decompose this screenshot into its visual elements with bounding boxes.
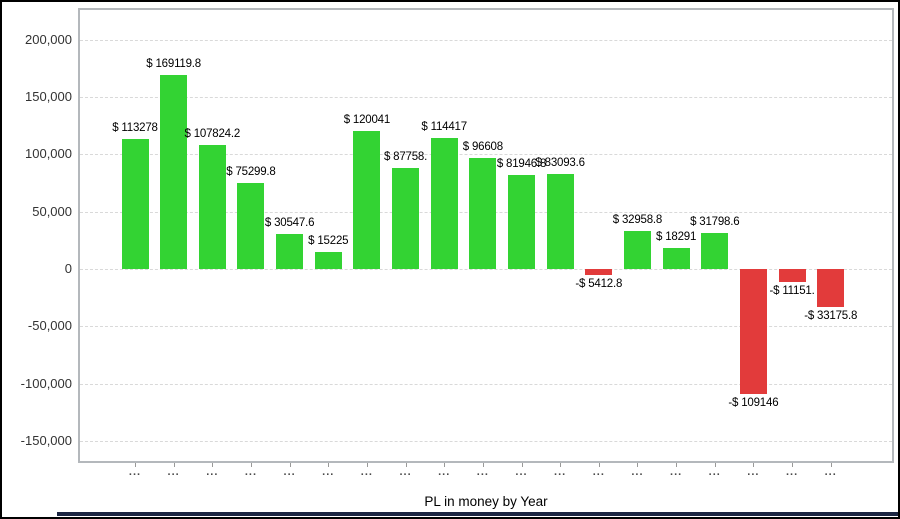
x-tick (135, 463, 136, 467)
x-tick-label: ... (244, 466, 258, 478)
x-tick-label: ... (128, 466, 142, 478)
bar-value-label: $ 81946.8 (496, 158, 547, 171)
x-tick (405, 463, 407, 467)
plot-area: $ 113278 $ 169119.8 $ 107824.2 $ 75299.8 $ 3… (78, 8, 894, 463)
gridline (80, 97, 892, 99)
bar-positive (160, 75, 188, 269)
x-tick-label: ... (670, 466, 683, 478)
bar-positive (662, 248, 690, 269)
y-tick-label: 150,000 (25, 89, 72, 105)
x-tick-label: ... (747, 466, 760, 478)
bar-value-label: $ 120041 (343, 114, 391, 127)
bar-positive (623, 231, 651, 269)
bar-positive (121, 139, 149, 269)
bar-value-label: $ 32958.8 (612, 214, 663, 227)
x-tick (212, 463, 214, 467)
x-tick-label: ... (515, 466, 528, 478)
x-tick (289, 463, 291, 467)
x-tick (173, 463, 175, 467)
bar-positive (392, 168, 420, 269)
bar-positive (508, 175, 535, 269)
x-tick (444, 463, 446, 467)
x-tick (328, 463, 330, 467)
x-axis-title: PL in money by Year (424, 494, 548, 509)
bar-value-label: $ 113278 (112, 122, 158, 135)
y-tick-label: 50,000 (32, 203, 72, 219)
bar-value-label: $ 75299.8 (226, 165, 276, 178)
bar-value-label: $ 83093.6 (535, 156, 585, 169)
x-tick (714, 463, 716, 467)
x-tick (637, 463, 639, 467)
bar-value-label: $ 30547.6 (264, 216, 315, 229)
bar-negative (739, 269, 767, 395)
x-tick (753, 463, 755, 467)
bar-negative (817, 269, 845, 308)
x-tick-label: ... (708, 466, 721, 478)
x-tick-label: ... (167, 466, 180, 478)
x-tick-label: ... (785, 466, 799, 478)
gridline (80, 154, 892, 156)
bar-positive (237, 182, 265, 269)
gridline (80, 440, 892, 442)
gridline (80, 39, 892, 41)
bar-value-label: $ 15225 (308, 234, 349, 247)
bar-positive (198, 145, 226, 269)
x-tick-label: ... (360, 466, 373, 478)
bar-value-label: -$ 5412.8 (575, 278, 623, 291)
x-tick-label: ... (206, 466, 219, 478)
y-tick-label: -50,000 (27, 318, 72, 334)
bar-positive (701, 232, 729, 269)
x-tick (521, 463, 523, 467)
y-tick-label: -150,000 (20, 432, 72, 448)
bar-value-label: -$ 33175.8 (804, 310, 858, 323)
x-tick (676, 463, 678, 467)
bar-value-label: $ 87758. (383, 151, 428, 164)
x-tick-label: ... (438, 466, 451, 478)
bar-value-label: -$ 11151. (769, 284, 815, 297)
bar-negative (585, 269, 613, 276)
x-tick-label: ... (283, 466, 296, 478)
x-tick (250, 463, 252, 467)
x-tick (792, 463, 794, 467)
bar-value-label: $ 96608 (462, 141, 503, 154)
y-tick-label: 200,000 (25, 31, 72, 47)
bottom-accent-line (57, 512, 898, 516)
y-tick-label: 0 (64, 261, 72, 276)
bar-negative (778, 269, 806, 282)
bar-value-label: $ 114417 (421, 120, 467, 133)
x-tick (482, 463, 484, 467)
bar-value-label: $ 31798.6 (690, 215, 740, 228)
bar-positive (314, 251, 342, 269)
bar-positive (430, 137, 458, 269)
bar-positive (353, 131, 381, 269)
y-tick-label: -100,000 (20, 375, 72, 391)
x-tick-label: ... (322, 466, 335, 478)
x-tick-label: ... (824, 466, 837, 478)
x-tick-label: ... (476, 466, 489, 478)
x-tick-label: ... (592, 466, 605, 478)
bar-positive (276, 233, 304, 269)
x-tick (598, 463, 600, 467)
bar-positive (469, 158, 497, 269)
x-tick-label: ... (554, 466, 567, 478)
x-tick (366, 463, 368, 467)
gridline (80, 269, 892, 270)
bar-value-label: -$ 109146 (728, 397, 779, 410)
x-tick (830, 463, 832, 467)
x-tick-label: ... (631, 466, 644, 478)
bar-value-label: $ 169119.8 (146, 58, 201, 71)
x-tick (560, 463, 562, 467)
bar-value-label: $ 18291 (656, 231, 697, 244)
bar-positive (546, 173, 574, 269)
y-tick-label: 100,000 (25, 146, 72, 162)
bar-value-label: $ 107824.2 (184, 128, 241, 141)
x-tick-label: ... (399, 466, 412, 478)
gridline (80, 326, 892, 328)
gridline (80, 383, 892, 385)
